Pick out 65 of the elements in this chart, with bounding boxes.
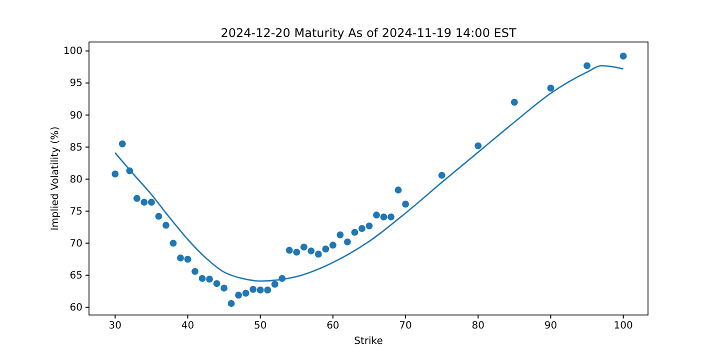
- point: [220, 284, 228, 292]
- point: [213, 280, 220, 288]
- y-tick-label: 70: [70, 238, 82, 250]
- y-tick-label: 90: [70, 110, 82, 122]
- point: [300, 244, 308, 251]
- point: [242, 290, 250, 297]
- point: [235, 292, 242, 299]
- point: [329, 242, 336, 249]
- x-tick-label: 100: [614, 320, 633, 332]
- point: [366, 222, 373, 230]
- point: [112, 170, 119, 178]
- x-tick-label: 60: [326, 320, 340, 332]
- point: [336, 231, 344, 238]
- point: [293, 248, 300, 256]
- point: [510, 98, 518, 106]
- point: [351, 228, 358, 236]
- y-tick-label: 60: [70, 302, 82, 314]
- x-tick-label: 80: [472, 320, 484, 332]
- point: [118, 140, 126, 148]
- point: [322, 246, 330, 252]
- point: [373, 212, 380, 218]
- point: [256, 286, 264, 294]
- y-tick-label: 100: [63, 46, 82, 58]
- x-tick-label: 40: [181, 320, 194, 332]
- point: [198, 275, 206, 282]
- point: [140, 198, 148, 206]
- point: [474, 142, 482, 150]
- point: [228, 300, 235, 307]
- point: [184, 256, 192, 263]
- point: [162, 222, 170, 229]
- y-tick-label: 85: [70, 142, 82, 154]
- point: [206, 276, 213, 283]
- x-tick-label: 90: [544, 320, 558, 332]
- point: [192, 268, 198, 275]
- y-tick-label: 75: [70, 206, 82, 218]
- x-axis-title: Strike: [354, 336, 383, 347]
- point: [170, 240, 177, 247]
- point: [358, 225, 366, 232]
- chart-title: 2024-12-20 Maturity As of 2024-11-19 14:00 EST: [220, 26, 517, 40]
- point: [176, 254, 184, 262]
- x-tick-label: 30: [108, 320, 122, 332]
- point: [344, 238, 351, 246]
- point: [314, 250, 322, 258]
- point: [286, 246, 293, 254]
- y-tick-label: 65: [70, 270, 82, 282]
- point: [308, 247, 315, 254]
- point: [133, 194, 140, 202]
- point: [438, 172, 446, 179]
- x-tick-label: 50: [254, 320, 267, 332]
- y-tick-label: 95: [70, 78, 82, 90]
- y-axis-title: Implied Volatility (%): [50, 126, 61, 230]
- point: [155, 212, 162, 220]
- point: [264, 286, 272, 294]
- point: [250, 286, 257, 293]
- point: [584, 62, 590, 70]
- point: [380, 213, 388, 220]
- point: [402, 200, 410, 208]
- point: [620, 52, 627, 60]
- point: [394, 186, 402, 194]
- point: [547, 84, 554, 92]
- point: [388, 213, 394, 220]
- point: [271, 280, 278, 288]
- y-tick-label: 80: [70, 174, 82, 186]
- x-tick-label: 70: [399, 320, 412, 332]
- point: [148, 198, 155, 206]
